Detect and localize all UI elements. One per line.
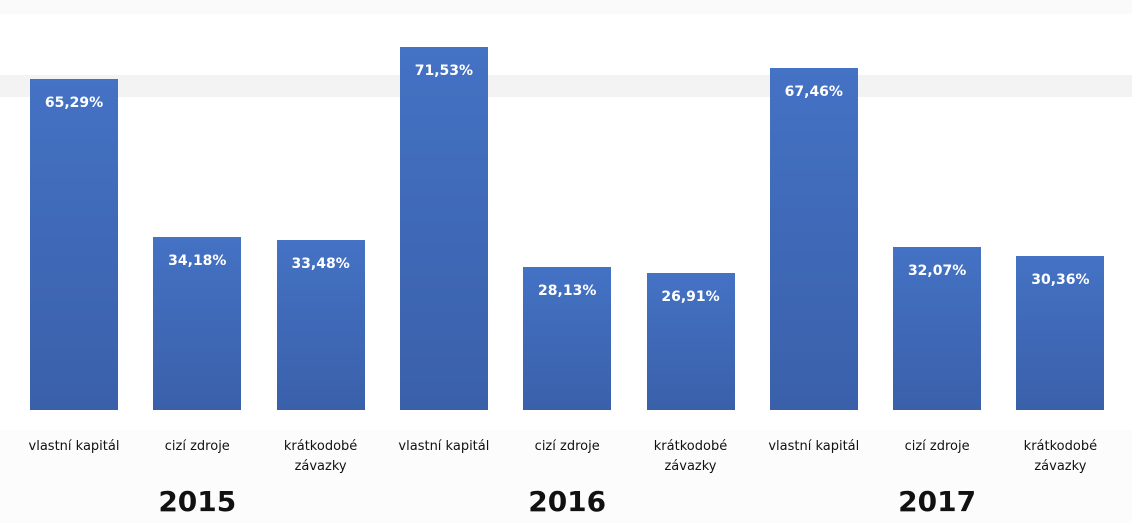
bar xyxy=(30,78,118,410)
background-band xyxy=(0,430,1132,523)
value-label: 65,29% xyxy=(44,94,104,111)
category-label: krátkodobé závazky xyxy=(1023,439,1098,474)
value-label: 26,91% xyxy=(661,289,720,306)
bar xyxy=(646,273,735,410)
category-label: vlastní kapitál xyxy=(28,439,120,454)
background-band xyxy=(0,75,1132,97)
category-label: krátkodobé závazky xyxy=(653,439,728,474)
value-label: 32,07% xyxy=(907,263,967,280)
group-label: 2017 xyxy=(898,485,977,518)
bar xyxy=(1016,255,1105,410)
group-label: 2015 xyxy=(158,485,237,518)
category-label: cizí zdroje xyxy=(164,439,230,454)
bar xyxy=(893,247,982,410)
category-label: cizí zdroje xyxy=(904,439,970,454)
bar xyxy=(769,67,858,410)
bar xyxy=(153,236,242,410)
value-label: 33,48% xyxy=(291,256,350,273)
background-band xyxy=(0,0,1132,14)
value-label: 34,18% xyxy=(168,252,227,269)
bar xyxy=(399,47,488,410)
group-label: 2016 xyxy=(528,485,607,518)
category-label: vlastní kapitál xyxy=(768,439,860,454)
category-label: krátkodobé závazky xyxy=(283,439,358,474)
category-label: vlastní kapitál xyxy=(398,439,490,454)
category-label: cizí zdroje xyxy=(534,439,600,454)
value-label: 30,36% xyxy=(1031,271,1090,288)
bar xyxy=(276,240,365,410)
value-label: 28,13% xyxy=(538,283,597,300)
bar xyxy=(523,267,612,410)
value-label: 67,46% xyxy=(784,83,843,100)
value-label: 71,53% xyxy=(414,63,474,79)
